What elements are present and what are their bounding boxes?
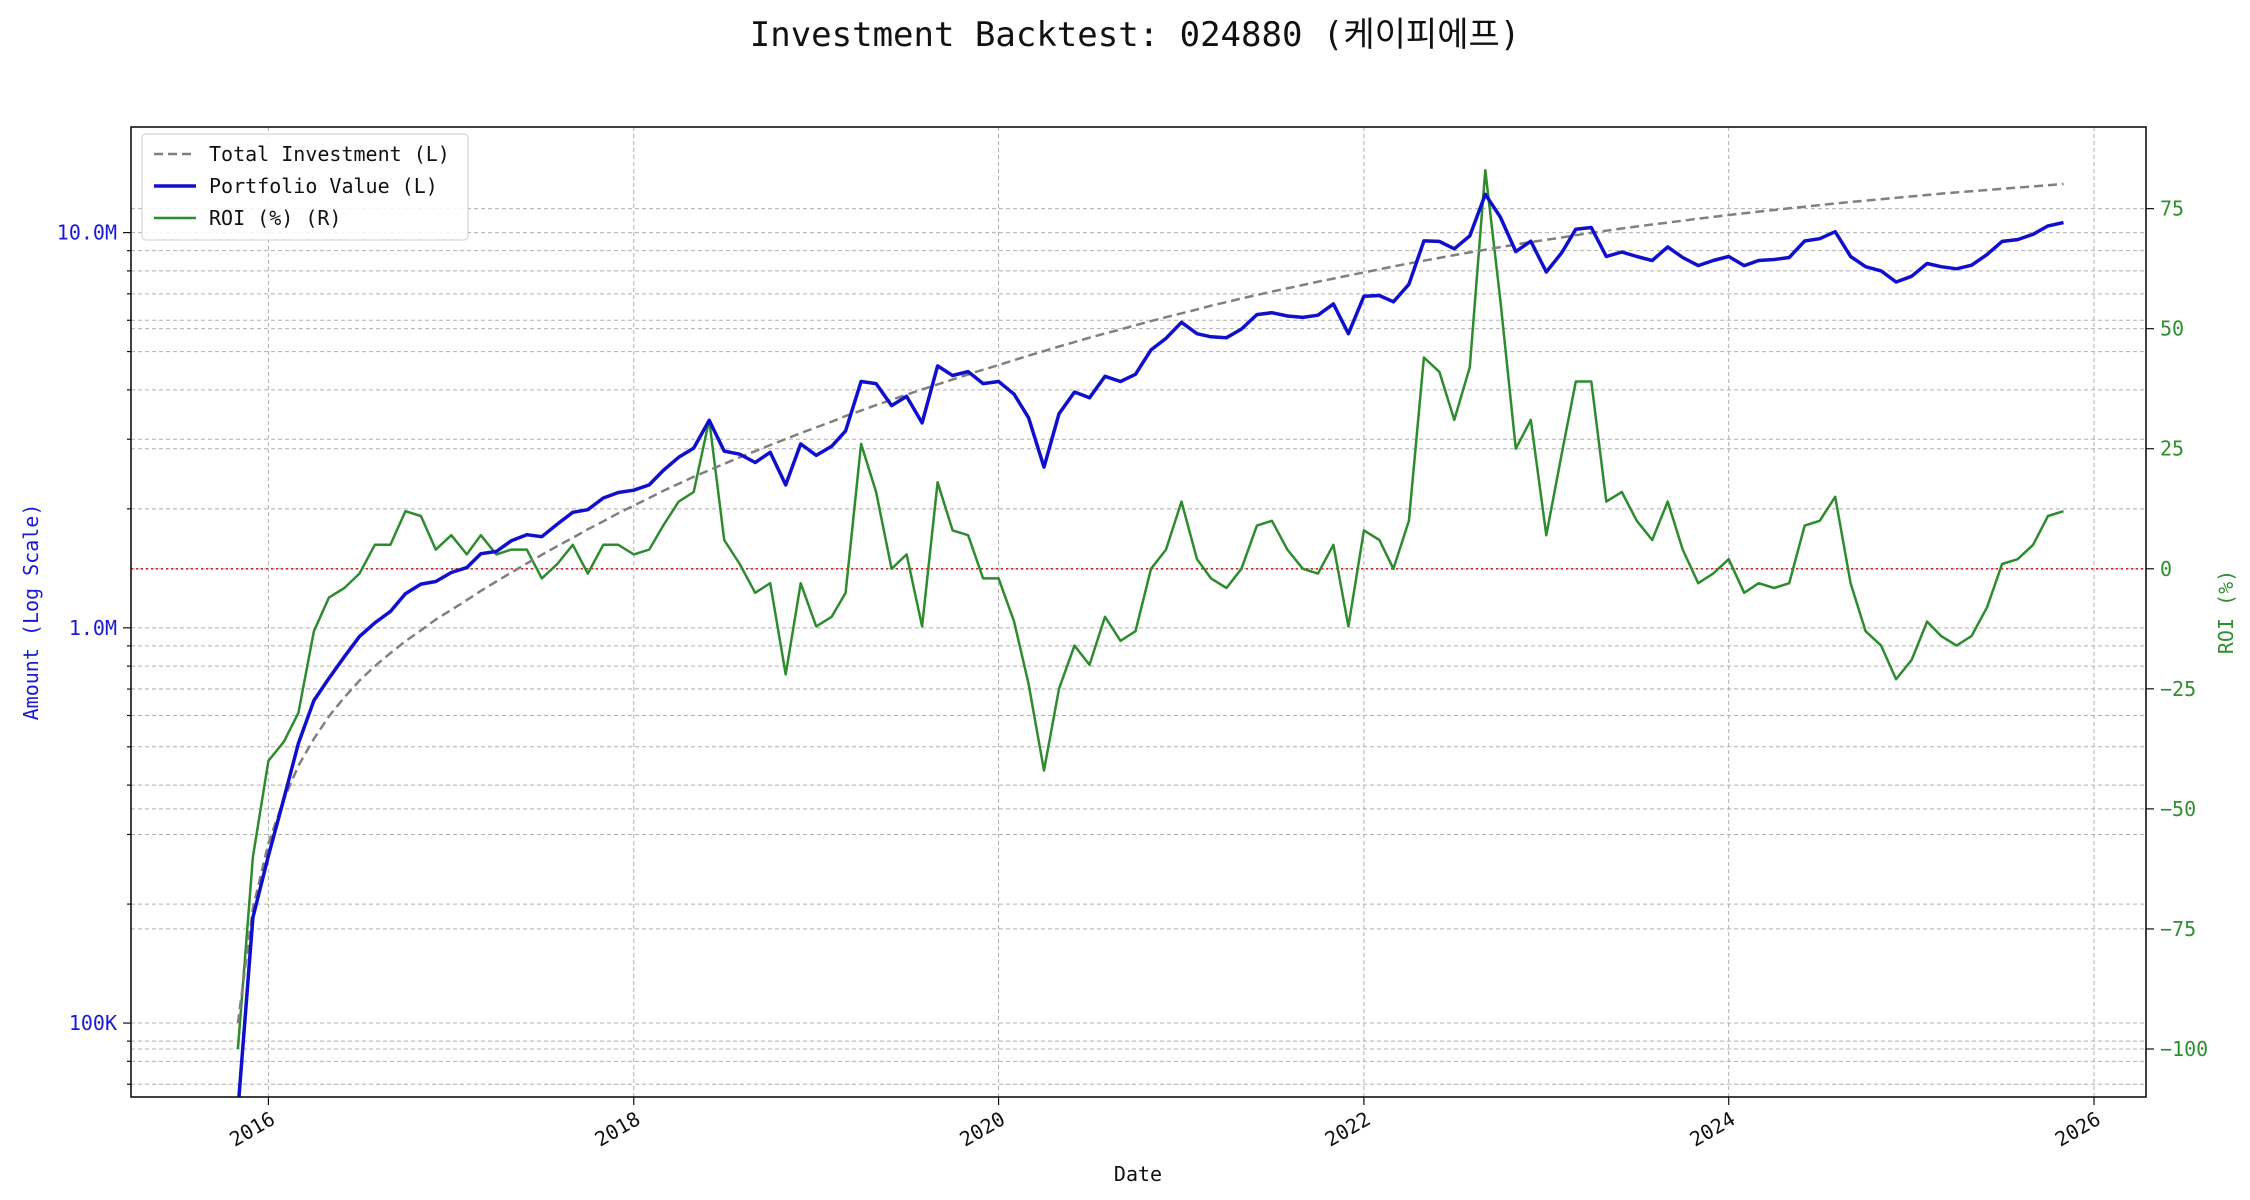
grid-layer bbox=[131, 127, 2146, 1097]
series-line-total-investment bbox=[236, 182, 2064, 1024]
x-axis-title: Date bbox=[1114, 1162, 1162, 1186]
tick-label-right-4: −25 bbox=[2160, 677, 2196, 701]
legend-box bbox=[141, 133, 469, 241]
tick-label-x-3: 2022 bbox=[1321, 1107, 1375, 1152]
tick-label-left-0: 100K bbox=[69, 1011, 117, 1035]
tick-label-right-7: −100 bbox=[2160, 1037, 2208, 1061]
series-line-roi bbox=[236, 168, 2064, 1050]
y-right-axis-title: ROI (%) bbox=[2214, 570, 2238, 654]
legend-label-roi: ROI (%) (R) bbox=[209, 206, 341, 230]
chart-title: Investment Backtest: 024880 (케이피에프) bbox=[750, 15, 1521, 55]
tick-label-x-5: 2026 bbox=[2051, 1107, 2105, 1152]
series-line-portfolio-value bbox=[237, 192, 2064, 1097]
tick-label-x-4: 2024 bbox=[1685, 1107, 1739, 1152]
tick-label-right-5: −50 bbox=[2160, 797, 2196, 821]
tick-label-left-1: 1.0M bbox=[69, 616, 117, 640]
plot-frame bbox=[130, 126, 2147, 1098]
tick-label-right-3: 0 bbox=[2160, 557, 2172, 581]
legend: Total Investment (L) Portfolio Value (L)… bbox=[141, 133, 469, 241]
y-left-axis-title: Amount (Log Scale) bbox=[19, 504, 43, 721]
axis-layer: 100K 1.0M 10.0M 75 50 25 0 −25 −50 −75 −100 2016 201… bbox=[57, 197, 2208, 1152]
legend-label-total-investment: Total Investment (L) bbox=[209, 142, 450, 166]
tick-label-right-1: 50 bbox=[2160, 317, 2184, 341]
tick-label-x-0: 2016 bbox=[225, 1107, 279, 1152]
tick-label-x-1: 2018 bbox=[591, 1107, 645, 1152]
tick-label-right-6: −75 bbox=[2160, 917, 2196, 941]
legend-label-portfolio-value: Portfolio Value (L) bbox=[209, 174, 438, 198]
tick-label-right-0: 75 bbox=[2160, 197, 2184, 221]
tick-label-left-2: 10.0M bbox=[57, 221, 117, 245]
tick-label-x-2: 2020 bbox=[955, 1107, 1009, 1152]
tick-label-right-2: 25 bbox=[2160, 437, 2184, 461]
series-layer bbox=[131, 168, 2146, 1097]
